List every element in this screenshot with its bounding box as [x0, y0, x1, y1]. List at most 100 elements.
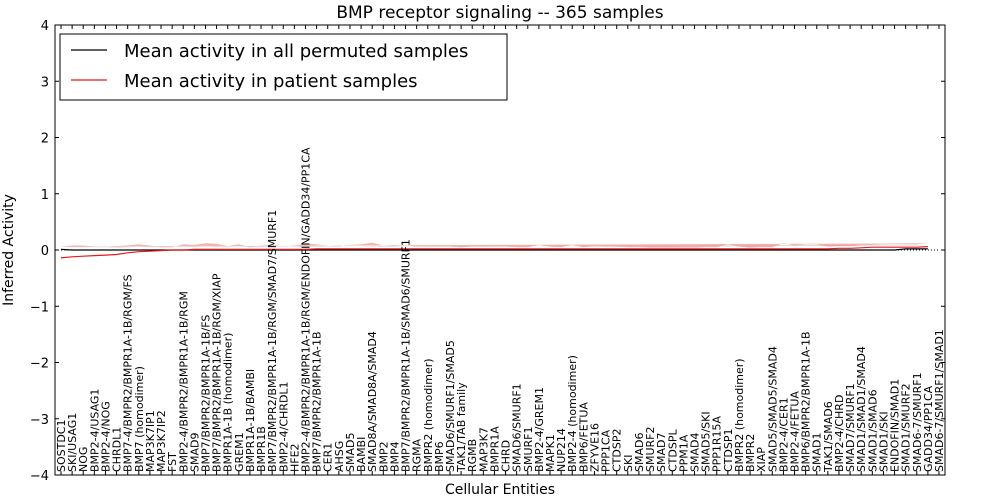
- x-tick-label: MAP3K7IP2: [155, 410, 168, 472]
- x-tick-label: MAPK1: [544, 434, 557, 472]
- x-tick-label: BMPR2 (homodimer): [422, 358, 435, 472]
- x-tick-label: BMP2-4 (homodimer): [566, 355, 579, 472]
- x-tick-label: SMAD6-7/SMURF1: [911, 372, 924, 472]
- patient-mean-line: [60, 246, 928, 259]
- x-tick-label: RGMA: [411, 438, 424, 472]
- y-tick-label: −4: [30, 469, 49, 484]
- confidence-bands: [61, 242, 928, 248]
- x-tick-label: SKI/USAG1: [66, 413, 79, 472]
- x-tick-label: SMAD1/SMAD1/SMAD4: [855, 346, 868, 472]
- x-tick-label: SMAD1/SMURF2: [900, 383, 913, 472]
- x-tick-label: BMP2-4/GREM1: [533, 387, 546, 472]
- x-tick-label: BMP2-4/BMPR2/BMPR1A-1B/RGM: [177, 291, 190, 472]
- x-tick-label: AHSG: [333, 441, 346, 472]
- y-tick-label: −1: [30, 300, 49, 315]
- x-tick-label: BMP6/BMPR2/BMPR1A-1B: [800, 331, 813, 472]
- legend-label-permuted: Mean activity in all permuted samples: [124, 41, 468, 62]
- x-tick-label: CTDSP1: [722, 429, 735, 472]
- x-tick-label: SMAD5/SMAD5/SMAD4: [766, 346, 779, 472]
- x-tick-label: GADD34/PP1CA: [922, 385, 935, 472]
- y-tick-label: −2: [30, 357, 49, 372]
- x-tick-label: SOSTDC1: [55, 420, 68, 473]
- x-tick-label: SMAD1: [811, 433, 824, 472]
- x-tick-label: BMP2-4/CHRDL1: [277, 381, 290, 472]
- x-tick-label: MAP3K7: [477, 427, 490, 472]
- x-tick-label: SMAD7: [655, 433, 668, 472]
- x-tick-label: BMP4: [388, 441, 401, 472]
- x-tick-label: CER1: [322, 443, 335, 472]
- x-tick-label: GREM1: [233, 432, 246, 472]
- x-tick-label: BMPR1A-1B (homodimer): [222, 333, 235, 472]
- x-tick-label: BMP2-4/CHRD: [833, 395, 846, 472]
- y-tick-label: 1: [41, 188, 49, 203]
- x-tick-label: BMP6: [433, 441, 446, 472]
- x-tick-label: CTDSP2: [611, 429, 624, 472]
- x-tick-label: BMP2: [377, 441, 390, 472]
- legend-label-patient: Mean activity in patient samples: [124, 71, 418, 92]
- y-tick-label: −3: [30, 413, 49, 428]
- x-tick-label: BMPR1B: [255, 426, 268, 472]
- x-tick-label: SMAD1/SMAD6: [866, 389, 879, 472]
- y-axis-ticks: −4 −3 −2 −1 0 1 2 3 4: [30, 19, 945, 484]
- x-tick-label: BMP7/BMPR2/BMPR1A-1B/FS: [199, 315, 212, 472]
- patient-band: [61, 242, 928, 248]
- x-tick-label: CTDSPL: [666, 429, 679, 472]
- x-tick-label: PPP1CA: [600, 429, 613, 472]
- x-tick-label: HFE2: [288, 443, 301, 472]
- x-tick-label: BMPR2 (homodimer): [733, 358, 746, 472]
- x-tick-label: BMP7-4/BMPR2/BMPR1A-1B/RGM/FS: [122, 274, 135, 472]
- y-tick-label: 0: [41, 244, 49, 259]
- legend: Mean activity in all permuted samples Me…: [59, 33, 508, 101]
- x-tick-label: MAP3K7IP1: [144, 410, 157, 472]
- x-tick-label: SMAD5: [344, 433, 357, 472]
- x-tick-label: BAMBI: [355, 437, 368, 472]
- x-tick-label: BMP2-4/USAG1: [88, 389, 101, 472]
- x-tick-label: SKI: [622, 455, 635, 472]
- plot-frame: [54, 24, 946, 476]
- x-tick-label: BMP7/BMPR2/BMPR1A-1B/RGM/SMAD7/SMURF1: [266, 210, 279, 472]
- x-tick-label: BMPR1A: [488, 426, 501, 472]
- x-axis-ticks: SOSTDC1SKI/USAG1NOGBMP2-4/USAG1BMP2-4/NO…: [55, 25, 946, 475]
- x-tick-label: SMAD7/SMURF1: [844, 383, 857, 472]
- y-tick-label: 3: [41, 75, 49, 90]
- x-tick-label: XIAP: [755, 447, 768, 472]
- x-axis-label: Cellular Entities: [445, 482, 555, 498]
- y-tick-label: 2: [41, 132, 49, 147]
- x-tick-label: ZFYVE16: [588, 423, 601, 472]
- x-tick-label: BMP7/BMPR2/BMPR1A-1B: [311, 331, 324, 472]
- x-tick-label: CHRD: [500, 440, 513, 472]
- x-tick-label: PPP1R15A: [711, 415, 724, 472]
- x-tick-label: BMP7 (homodimer): [133, 366, 146, 472]
- y-tick-label: 4: [41, 19, 49, 34]
- x-tick-label: SMAD1/SKI: [877, 411, 890, 472]
- x-tick-label: SMAD8A/SMAD8A/SMAD4: [366, 331, 379, 472]
- x-tick-label: BMP2-4/NOG: [99, 401, 112, 472]
- x-tick-label: SMAD5/SKI: [700, 411, 713, 472]
- chart-title: BMP receptor signaling -- 365 samples: [336, 3, 663, 23]
- x-tick-label: SMAD9: [188, 433, 201, 472]
- x-tick-label: SMURF2: [644, 427, 657, 473]
- x-tick-label: RGMB: [466, 439, 479, 472]
- x-tick-label: BMP2-4/BMPR2/BMPR1A-1B/RGM/ENDOFIN/GADD3…: [300, 147, 313, 472]
- x-tick-label: SMAD6: [633, 433, 646, 472]
- x-tick-label: BMP2-4/FETUA: [789, 391, 802, 472]
- x-tick-label: SMURF1: [522, 427, 535, 473]
- x-tick-label: NUP214: [555, 428, 568, 472]
- x-tick-label: FST: [166, 452, 179, 472]
- x-tick-label: BMP7/BMPR2/BMPR1A-1B/SMAD6/SMURF1: [400, 239, 413, 472]
- x-tick-label: PPM1A: [677, 434, 690, 472]
- series-lines: [60, 246, 928, 259]
- x-tick-label: SMAD6-7/SMURF1/SMAD1: [933, 329, 946, 472]
- x-tick-label: BMPR1A-1B/BAMBI: [244, 369, 257, 472]
- x-tick-label: NOG: [77, 447, 90, 472]
- x-tick-label: BMP2-4/CER1: [777, 397, 790, 472]
- x-tick-label: SMAD6/SMURF1/SMAD5: [444, 340, 457, 472]
- x-tick-label: TAK1/TAB family: [455, 382, 468, 473]
- x-tick-label: TAK1/SMAD6: [822, 401, 835, 473]
- legend-box: [59, 33, 508, 101]
- x-tick-label: CHRDL1: [111, 427, 124, 472]
- x-tick-label: BMP7/BMPR2/BMPR1A-1B/RGM/XIAP: [211, 273, 224, 472]
- x-tick-label: BMP6/FETUA: [577, 402, 590, 472]
- y-axis-label: Inferred Activity: [1, 194, 17, 306]
